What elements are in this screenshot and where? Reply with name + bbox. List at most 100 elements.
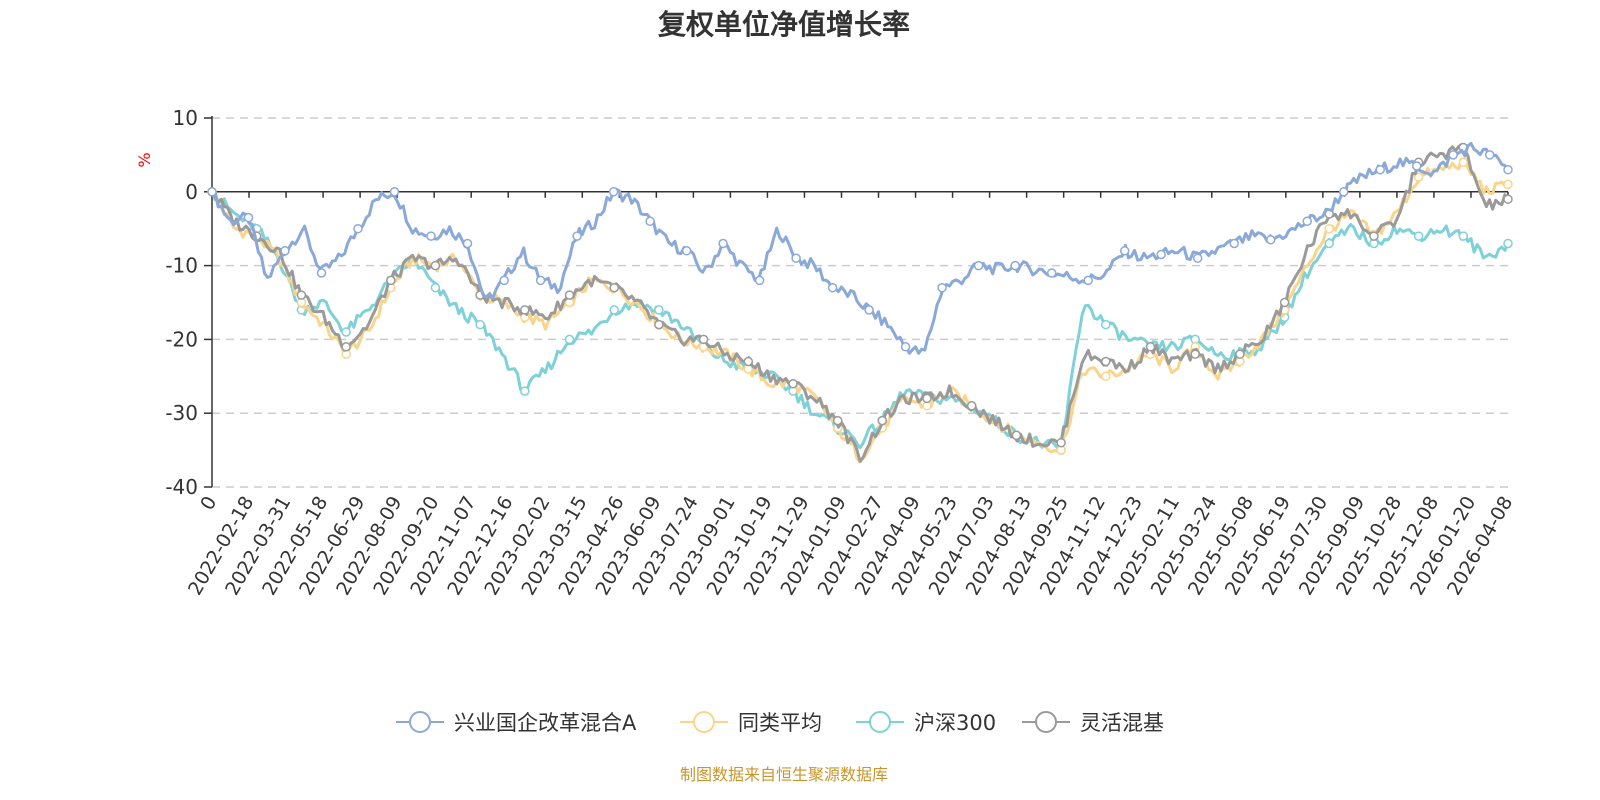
- axes: [211, 116, 1508, 487]
- legend-item[interactable]: 灵活混基: [1022, 711, 1164, 735]
- series-point: [743, 356, 754, 367]
- series-point: [754, 275, 765, 286]
- series-point: [608, 187, 619, 197]
- series-point: [1265, 235, 1276, 245]
- series-point: [1279, 297, 1290, 308]
- series-point: [788, 378, 798, 389]
- series-line: [211, 157, 1509, 464]
- x-tick-label: 0: [196, 493, 221, 514]
- series-point: [316, 268, 327, 278]
- series-point: [280, 246, 290, 256]
- series-point: [499, 275, 509, 286]
- series-point: [973, 260, 984, 271]
- series-point: [1235, 349, 1245, 359]
- series-point: [207, 187, 217, 197]
- series-point: [564, 334, 575, 345]
- series-point: [1011, 430, 1022, 441]
- series-point: [791, 253, 801, 263]
- x-axis-ticks: 02022-02-182022-03-312022-05-182022-06-2…: [184, 191, 1517, 599]
- series-point: [922, 393, 932, 404]
- legend-label: 兴业国企改革混合A: [454, 711, 637, 735]
- series-point: [1413, 231, 1424, 241]
- series-point: [1338, 187, 1349, 197]
- y-tick-label: -20: [165, 327, 198, 351]
- series-point: [900, 342, 911, 352]
- series-point: [718, 238, 728, 249]
- series-point: [1411, 161, 1422, 171]
- y-axis-unit: %: [135, 152, 154, 167]
- series-point: [1503, 179, 1513, 190]
- series-point: [937, 282, 947, 293]
- series-point: [1145, 342, 1156, 352]
- legend-label: 沪深300: [914, 711, 996, 735]
- series-point: [572, 231, 582, 241]
- series-point: [1369, 231, 1379, 241]
- series-line: [210, 142, 1510, 463]
- series-point: [389, 187, 400, 197]
- series-point: [1375, 164, 1385, 175]
- series-point: [1192, 253, 1203, 263]
- legend-label: 同类平均: [738, 711, 822, 735]
- legend-item[interactable]: 兴业国企改革混合A: [396, 711, 637, 735]
- series-point: [864, 305, 874, 315]
- legend-item[interactable]: 沪深300: [856, 711, 996, 735]
- series-point: [1119, 246, 1130, 256]
- series-point: [1448, 150, 1458, 160]
- chart-title: 复权单位净值增长率: [658, 8, 910, 41]
- y-tick-label: 10: [173, 106, 198, 130]
- series-point: [654, 305, 664, 315]
- series-point: [1503, 194, 1513, 204]
- series-point: [1484, 150, 1495, 160]
- series-point: [386, 275, 396, 286]
- grid-lines: [212, 117, 1508, 488]
- series-point: [520, 305, 530, 315]
- legend-marker: [1035, 711, 1057, 733]
- series-line: [210, 191, 1510, 450]
- series-point: [475, 319, 485, 330]
- series-point: [1101, 371, 1111, 382]
- series-point: [1503, 238, 1513, 249]
- y-tick-label: -30: [165, 401, 198, 425]
- series-line: [212, 141, 1510, 355]
- series-point: [1324, 238, 1334, 249]
- series-point: [609, 305, 619, 315]
- y-axis-ticks: 10 0 -10 -20 -30 -40: [165, 106, 212, 499]
- series-point: [832, 415, 843, 426]
- legend-marker: [869, 711, 891, 733]
- series-point: [1156, 249, 1166, 260]
- series-point: [520, 386, 530, 396]
- series-point: [341, 327, 351, 337]
- series-point: [877, 415, 888, 426]
- legend[interactable]: 兴业国企改革混合A 同类平均 沪深300 灵活混基: [396, 711, 1164, 735]
- series-point: [1324, 223, 1334, 234]
- series-point: [243, 212, 254, 223]
- legend-item[interactable]: 同类平均: [680, 711, 822, 735]
- series-point: [1458, 231, 1469, 241]
- series-point: [827, 282, 838, 293]
- series-point: [1010, 260, 1020, 271]
- series-point: [1458, 157, 1469, 168]
- series-point: [1083, 275, 1093, 286]
- series-point: [1046, 268, 1057, 278]
- series-point: [609, 282, 619, 293]
- series-lines: [207, 141, 1513, 464]
- series-point: [341, 342, 351, 352]
- series-point: [296, 290, 307, 300]
- series-point: [966, 401, 977, 411]
- series-point: [1101, 356, 1111, 367]
- series-point: [654, 319, 664, 330]
- series-point: [681, 246, 692, 256]
- series-point: [1503, 164, 1513, 175]
- y-tick-label: -10: [165, 254, 198, 278]
- y-tick-label: 0: [185, 180, 198, 204]
- legend-marker: [693, 711, 715, 733]
- series-point: [353, 223, 363, 234]
- y-tick-label: -40: [165, 475, 198, 499]
- series-point: [430, 260, 441, 271]
- series-point: [1101, 319, 1111, 330]
- series-point: [1190, 349, 1200, 359]
- series-point: [1229, 238, 1239, 249]
- legend-marker: [409, 711, 431, 733]
- series-point: [645, 216, 655, 227]
- series-point: [462, 238, 473, 249]
